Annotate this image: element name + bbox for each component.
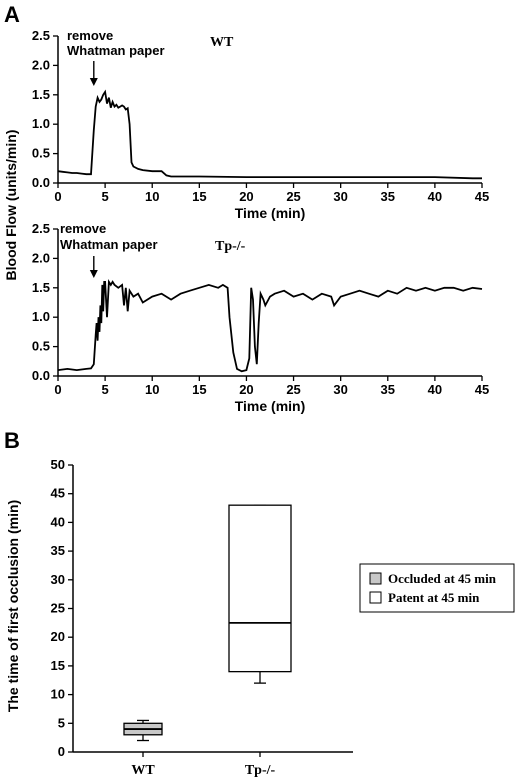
y-tick-label: 20	[51, 629, 65, 644]
wt-flow-plot: WT remove Whatman paper 0.0 0.5 1.0 1.5 2.0 2…	[32, 28, 489, 221]
y-tick-label: 0	[58, 744, 65, 759]
y-tick-label: 2.0	[32, 250, 50, 265]
y-tick-label: 1.0	[32, 309, 50, 324]
x-tick-label: 15	[192, 382, 206, 397]
y-tick-label: 50	[51, 457, 65, 472]
occlusion-boxplot: The time of first occlusion (min) 0 5 10 15…	[5, 457, 515, 778]
legend-swatch-patent	[369, 591, 382, 604]
tp-x-axis-label: Time (min)	[235, 398, 306, 414]
wt-flow-trace	[57, 89, 482, 180]
wt-y-ticks: 0.0 0.5 1.0 1.5 2.0 2.5	[32, 28, 58, 190]
y-tick-label: 15	[51, 658, 65, 673]
wt-annotation-arrow	[89, 61, 98, 86]
x-tick-label: 5	[101, 189, 108, 204]
legend-label-patent: Patent at 45 min	[388, 590, 480, 605]
x-tick-label: 25	[286, 382, 300, 397]
y-tick-label: 1.5	[32, 280, 50, 295]
x-tick-label: Tp-/-	[245, 763, 276, 778]
x-tick-label: 20	[239, 382, 253, 397]
x-tick-label: 5	[101, 382, 108, 397]
y-tick-label: 30	[51, 572, 65, 587]
boxplot-x-ticks: WT Tp-/-	[131, 752, 276, 778]
legend-label-occluded: Occluded at 45 min	[388, 571, 497, 586]
y-tick-label: 25	[51, 601, 65, 616]
y-tick-label: 45	[51, 486, 65, 501]
panel-b-ylabel: The time of first occlusion (min)	[5, 500, 21, 712]
y-tick-label: 0.0	[32, 175, 50, 190]
x-tick-label: 30	[333, 382, 347, 397]
x-tick-label: 25	[286, 189, 300, 204]
tp-annotation-line2: Whatman paper	[60, 237, 158, 252]
boxplot-y-ticks: 0 5 10 15 20 25 30 35 40 45 50	[51, 457, 73, 759]
y-tick-label: 0.0	[32, 368, 50, 383]
x-tick-label: 35	[381, 189, 395, 204]
wt-x-axis-label: Time (min)	[235, 205, 306, 221]
arrow-head	[89, 270, 98, 278]
y-tick-label: 10	[51, 687, 65, 702]
x-tick-label: 40	[428, 189, 442, 204]
x-tick-label: 35	[381, 382, 395, 397]
wt-genotype-label: WT	[210, 35, 234, 50]
tp-annotation-arrow	[89, 256, 98, 278]
y-tick-label: 1.5	[32, 87, 50, 102]
legend-swatch-occluded	[369, 572, 382, 585]
x-tick-label: 10	[145, 382, 159, 397]
legend-frame	[359, 563, 515, 613]
y-tick-label: 2.5	[32, 221, 50, 236]
y-tick-label: 35	[51, 543, 65, 558]
x-tick-label: 30	[333, 189, 347, 204]
y-tick-label: 0.5	[32, 339, 50, 354]
wt-annotation-line1: remove	[67, 28, 113, 43]
y-tick-label: 2.5	[32, 28, 50, 43]
y-tick-label: 0.5	[32, 146, 50, 161]
boxplot-boxes	[123, 504, 292, 742]
y-tick-label: 2.0	[32, 57, 50, 72]
x-tick-label: 40	[428, 382, 442, 397]
x-tick-label: 45	[475, 382, 489, 397]
y-tick-label: 40	[51, 514, 65, 529]
y-tick-label: 1.0	[32, 116, 50, 131]
panel-a-ylabel: Blood Flow (units/min)	[3, 130, 19, 281]
tp-annotation-line1: remove	[60, 221, 106, 236]
tp-flow-plot: Tp-/- remove Whatman paper 0.0 0.5 1.0 1.5 2…	[32, 221, 489, 414]
wt-x-ticks: 0 5 10 15 20 25 30 35 40 45	[54, 183, 489, 204]
x-tick-label: WT	[131, 763, 155, 778]
arrow-head	[89, 78, 98, 86]
legend: Occluded at 45 min Patent at 45 min	[359, 563, 515, 613]
box-tp	[228, 504, 292, 673]
x-tick-label: 20	[239, 189, 253, 204]
x-tick-label: 15	[192, 189, 206, 204]
panel-label-b: B	[4, 428, 20, 453]
x-tick-label: 0	[54, 382, 61, 397]
tp-x-ticks: 0 5 10 15 20 25 30 35 40 45	[54, 376, 489, 397]
panel-label-a: A	[4, 2, 20, 27]
tp-flow-trace	[57, 279, 483, 373]
x-tick-label: 10	[145, 189, 159, 204]
tp-y-ticks: 0.0 0.5 1.0 1.5 2.0 2.5	[32, 221, 58, 383]
y-tick-label: 5	[58, 715, 65, 730]
x-tick-label: 0	[54, 189, 61, 204]
x-tick-label: 45	[475, 189, 489, 204]
tp-genotype-label: Tp-/-	[215, 239, 246, 254]
wt-annotation-line2: Whatman paper	[67, 43, 165, 58]
